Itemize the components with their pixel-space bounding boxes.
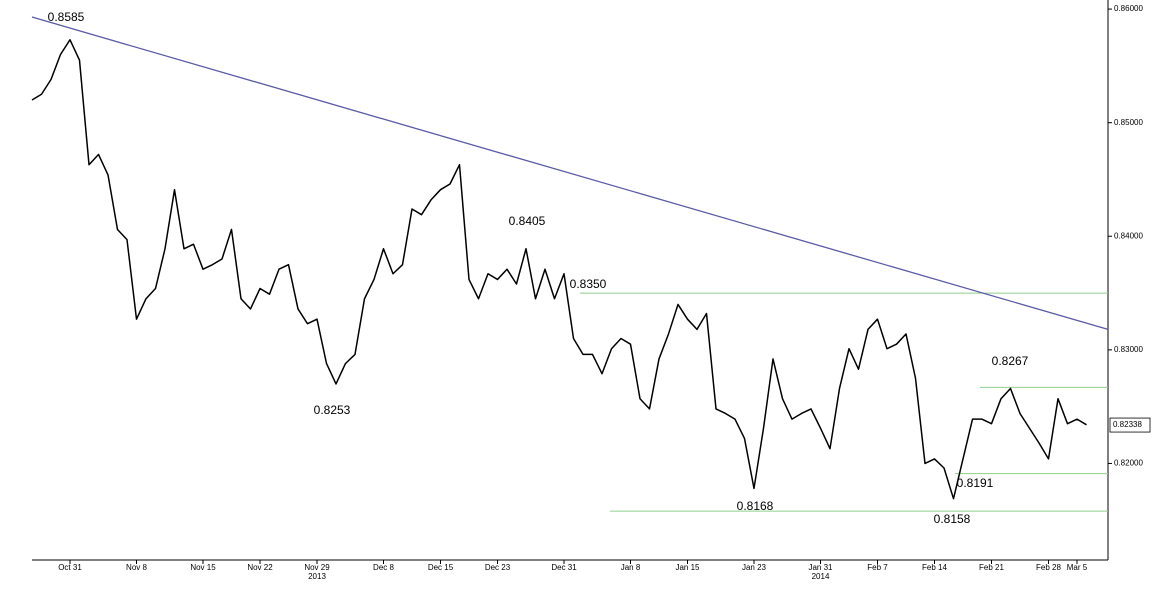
x-tick-label: Nov 8 (126, 563, 147, 572)
y-tick-label: 0.82000 (1114, 459, 1143, 468)
year-label: 2013 (308, 572, 326, 581)
price-line (31, 39, 1087, 500)
x-tick-label: Jan 31 (808, 563, 833, 572)
annotation: 0.8168 (737, 499, 774, 513)
x-tick-label: Jan 8 (621, 563, 641, 572)
last-value-label: 0.82338 (1113, 420, 1142, 429)
annotation: 0.8267 (992, 354, 1029, 368)
annotation: 0.8158 (934, 512, 971, 526)
last-value-box (1109, 417, 1151, 433)
annotation: 0.8585 (48, 10, 85, 24)
x-tick-label: Feb 7 (867, 563, 888, 572)
x-tick-label: Nov 29 (304, 563, 330, 572)
x-tick-label: Dec 23 (485, 563, 511, 572)
y-tick-label: 0.84000 (1114, 231, 1143, 240)
x-tick-label: Feb 21 (979, 563, 1004, 572)
x-tick-label: Dec 15 (428, 563, 454, 572)
x-tick-label: Jan 15 (675, 563, 700, 572)
x-tick-label: Dec 8 (373, 563, 394, 572)
annotation: 0.8253 (314, 403, 351, 417)
y-tick-label: 0.86000 (1114, 4, 1143, 13)
x-tick-label: Nov 22 (247, 563, 273, 572)
x-tick-label: Feb 14 (922, 563, 947, 572)
x-tick-label: Mar 5 (1067, 563, 1088, 572)
year-label: 2014 (812, 572, 830, 581)
trendline (31, 16, 1109, 331)
x-tick-label: Dec 31 (551, 563, 577, 572)
x-tick-label: Nov 15 (190, 563, 216, 572)
x-tick-label: Jan 23 (742, 563, 767, 572)
x-tick-label: Feb 28 (1036, 563, 1061, 572)
annotation: 0.8405 (509, 214, 546, 228)
x-tick-label: Oct 31 (58, 563, 82, 572)
annotation: 0.8350 (570, 277, 607, 291)
y-tick-label: 0.83000 (1114, 345, 1143, 354)
annotation: 0.8191 (957, 476, 994, 490)
y-tick-label: 0.85000 (1114, 118, 1143, 127)
